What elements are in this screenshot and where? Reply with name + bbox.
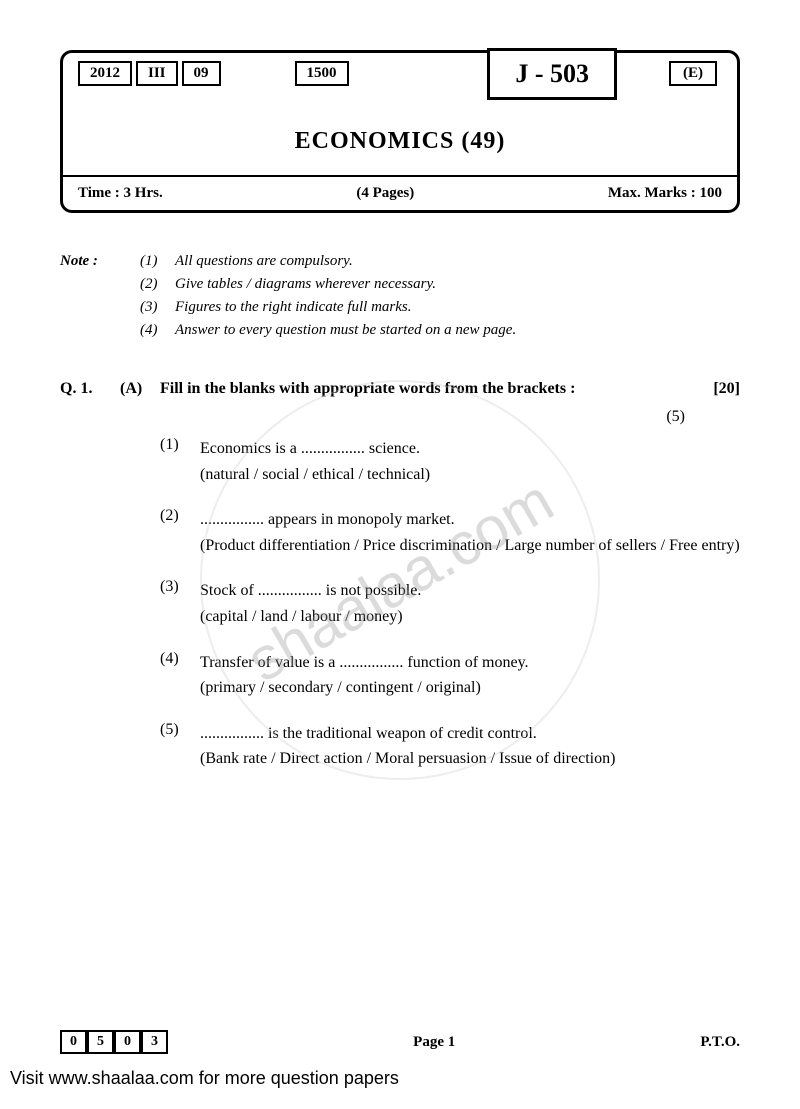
sub-question-num: (2) (160, 507, 200, 558)
sub-question-options: (capital / land / labour / money) (200, 604, 740, 630)
note-item: (4) Answer to every question must be sta… (140, 322, 740, 339)
sub-question-content: Transfer of value is a ................ … (200, 650, 740, 701)
sub-marks: (5) (60, 408, 740, 426)
sub-question: (4) Transfer of value is a .............… (60, 650, 740, 701)
sub-question: (3) Stock of ................ is not pos… (60, 578, 740, 629)
year-box: 2012 (78, 61, 132, 86)
time-label: Time : 3 Hrs. (78, 185, 163, 202)
visit-text: Visit www.shaalaa.com for more question … (10, 1068, 399, 1089)
note-text: All questions are compulsory. (175, 253, 353, 270)
note-num: (2) (140, 276, 175, 293)
header-top-row: 2012 III 09 1500 J - 503 (E) (63, 53, 737, 93)
sub-question-options: (natural / social / ethical / technical) (200, 462, 740, 488)
sub-question-content: ................ appears in monopoly mar… (200, 507, 740, 558)
page-number: Page 1 (413, 1034, 455, 1051)
note-num: (3) (140, 299, 175, 316)
header-box: 2012 III 09 1500 J - 503 (E) ECONOMICS (… (60, 50, 740, 213)
day-box: 09 (182, 61, 221, 86)
notes-section: Note : (1) All questions are compulsory.… (60, 253, 740, 345)
max-marks-label: Max. Marks : 100 (608, 185, 722, 202)
question-part: (A) (120, 380, 160, 398)
question-number: Q. 1. (60, 380, 120, 398)
sub-question-content: ................ is the traditional weap… (200, 721, 740, 772)
sub-question-num: (1) (160, 436, 200, 487)
note-item: (2) Give tables / diagrams wherever nece… (140, 276, 740, 293)
sub-question-text: ................ is the traditional weap… (200, 721, 740, 747)
count-box: 1500 (295, 61, 349, 86)
pages-label: (4 Pages) (356, 185, 414, 202)
note-text: Answer to every question must be started… (175, 322, 516, 339)
note-text: Figures to the right indicate full marks… (175, 299, 412, 316)
sub-question-text: Transfer of value is a ................ … (200, 650, 740, 676)
sub-question-num: (4) (160, 650, 200, 701)
language-box: (E) (669, 61, 717, 86)
question-marks: [20] (690, 380, 740, 398)
sub-question-content: Stock of ................ is not possibl… (200, 578, 740, 629)
question-header: Q. 1. (A) Fill in the blanks with approp… (60, 380, 740, 398)
footer-code-digit: 5 (87, 1030, 114, 1054)
sub-question: (1) Economics is a ................ scie… (60, 436, 740, 487)
note-item: (3) Figures to the right indicate full m… (140, 299, 740, 316)
sub-question: (2) ................ appears in monopoly… (60, 507, 740, 558)
note-item: (1) All questions are compulsory. (140, 253, 740, 270)
sub-question-options: (Product differentiation / Price discrim… (200, 533, 740, 559)
question-instruction: Fill in the blanks with appropriate word… (160, 380, 690, 398)
footer-code-digit: 0 (60, 1030, 87, 1054)
month-box: III (136, 61, 178, 86)
footer-code-digit: 0 (114, 1030, 141, 1054)
subject-title: ECONOMICS (49) (63, 93, 737, 175)
sub-question-options: (Bank rate / Direct action / Moral persu… (200, 746, 740, 772)
question-section: Q. 1. (A) Fill in the blanks with approp… (60, 380, 740, 772)
paper-code-box: J - 503 (487, 48, 617, 100)
sub-question-num: (5) (160, 721, 200, 772)
notes-list: (1) All questions are compulsory. (2) Gi… (140, 253, 740, 345)
sub-question-num: (3) (160, 578, 200, 629)
sub-question-text: ................ appears in monopoly mar… (200, 507, 740, 533)
note-num: (1) (140, 253, 175, 270)
footer-code: 0 5 0 3 (60, 1030, 168, 1054)
sub-question-text: Stock of ................ is not possibl… (200, 578, 740, 604)
note-text: Give tables / diagrams wherever necessar… (175, 276, 436, 293)
sub-question-options: (primary / secondary / contingent / orig… (200, 675, 740, 701)
note-num: (4) (140, 322, 175, 339)
sub-question: (5) ................ is the traditional … (60, 721, 740, 772)
pto-label: P.T.O. (700, 1034, 740, 1051)
footer-code-digit: 3 (141, 1030, 168, 1054)
header-bottom-row: Time : 3 Hrs. (4 Pages) Max. Marks : 100 (63, 175, 737, 210)
sub-question-text: Economics is a ................ science. (200, 436, 740, 462)
sub-question-content: Economics is a ................ science.… (200, 436, 740, 487)
footer: 0 5 0 3 Page 1 P.T.O. (60, 1030, 740, 1054)
notes-label: Note : (60, 253, 140, 345)
